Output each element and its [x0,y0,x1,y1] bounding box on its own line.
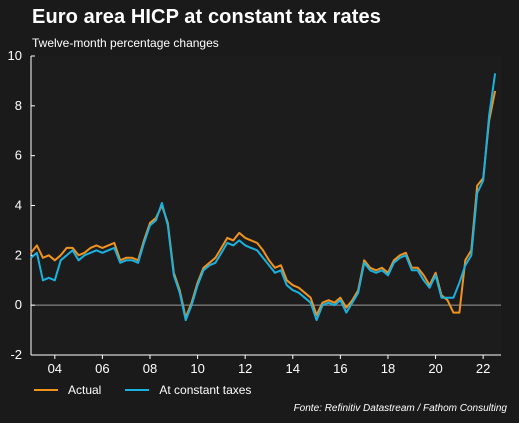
source-note: Fonte: Refinitiv Datastream / Fathom Con… [293,403,507,414]
x-tick-label: 10 [190,361,204,376]
series-line-actual [30,90,497,319]
x-tick-label: 04 [48,361,62,376]
chart-subtitle: Twelve-month percentage changes [32,36,219,50]
y-tick-label: 8 [15,98,22,113]
legend: Actual At constant taxes [34,383,275,397]
legend-label-constant-taxes: At constant taxes [159,383,252,397]
x-axis: 04 06 08 10 12 14 16 18 20 22 [31,354,501,376]
y-tick-label: -2 [10,347,22,362]
x-tick-label: 20 [428,361,442,376]
x-tick-label: 18 [381,361,395,376]
y-axis: -2 0 2 4 6 8 10 [8,48,35,362]
legend-label-actual: Actual [68,383,102,397]
x-tick-label: 16 [333,361,347,376]
series-group [30,73,497,322]
series-line-constant-taxes [30,73,497,322]
x-tick-label: 12 [238,361,252,376]
legend-swatch-actual [34,389,58,391]
y-tick-label: 4 [15,198,22,213]
x-tick-label: 06 [95,361,109,376]
legend-item-actual: Actual [34,383,101,397]
legend-item-constant-taxes: At constant taxes [125,383,251,397]
legend-swatch-constant-taxes [125,389,150,391]
y-tick-label: 2 [15,247,22,262]
x-tick-label: 14 [286,361,300,376]
y-tick-label: 6 [15,148,22,163]
x-tick-label: 08 [143,361,157,376]
y-tick-label: 10 [8,48,22,63]
x-tick-label: 22 [476,361,490,376]
plot-area [31,56,501,355]
y-tick-label: 0 [15,297,22,312]
chart-title: Euro area HICP at constant tax rates [32,6,381,28]
